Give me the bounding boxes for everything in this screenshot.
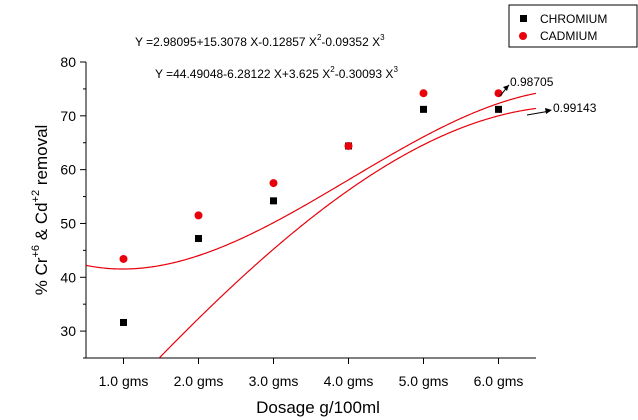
legend-cadmium-marker (519, 32, 527, 40)
fit-curves (85, 92, 537, 359)
chromium-point (495, 105, 502, 113)
chromium-equation: Y =2.98095+15.3078 X-0.12857 X2-0.09352 … (135, 33, 385, 49)
x-tick-label: 1.0 gms (99, 373, 149, 389)
cadmium-point (344, 141, 353, 150)
cadmium-point (269, 179, 278, 188)
y-tick-label: 80 (60, 54, 76, 70)
y-tick-label: 60 (60, 162, 76, 178)
x-tick-label: 4.0 gms (324, 373, 374, 389)
cadmium-point (494, 89, 503, 98)
chromium-fit-curve (159, 107, 537, 359)
chromium-point (270, 197, 277, 205)
cadmium-point (194, 211, 203, 220)
x-tick-label: 2.0 gms (174, 373, 224, 389)
y-axis-label: % Cr+6 & Cd+2 removal (30, 125, 51, 296)
legend-chromium-label: CHROMIUM (540, 12, 607, 26)
cadmium-point (119, 254, 128, 263)
cadmium-r2-annotation: 0.98705 (499, 75, 554, 97)
x-axis-ticks: 1.0 gms 2.0 gms 3.0 gms 4.0 gms 5.0 gms 6.0 g… (99, 358, 524, 389)
y-axis-ticks: 30 40 50 60 70 80 (60, 54, 86, 359)
x-axis-label: Dosage g/100ml (256, 398, 380, 417)
cadmium-r2-label: 0.98705 (510, 75, 554, 89)
cadmium-equation: Y =44.49048-6.28122 X+3.625 X2-0.30093 X… (155, 65, 398, 81)
cadmium-fit-curve (85, 92, 537, 270)
legend-chromium-marker (520, 15, 527, 22)
plot-frame (85, 62, 536, 359)
legend-cadmium-label: CADMIUM (540, 29, 597, 43)
legend-box (508, 4, 638, 48)
x-tick-label: 3.0 gms (249, 373, 299, 389)
chromium-r2-annotation: 0.99143 (526, 101, 597, 116)
data-points (119, 89, 503, 326)
x-tick-label: 6.0 gms (474, 373, 524, 389)
y-tick-label: 50 (60, 215, 76, 231)
y-tick-label: 70 (60, 108, 76, 124)
y-tick-label: 30 (60, 323, 76, 339)
legend: CHROMIUM CADMIUM (508, 4, 638, 48)
cadmium-point (419, 89, 428, 98)
chromium-point (195, 235, 202, 243)
chromium-point (120, 318, 127, 326)
chromium-r2-label: 0.99143 (553, 101, 597, 115)
x-tick-label: 5.0 gms (399, 373, 449, 389)
y-tick-label: 40 (60, 269, 76, 285)
chromium-point (420, 105, 427, 113)
